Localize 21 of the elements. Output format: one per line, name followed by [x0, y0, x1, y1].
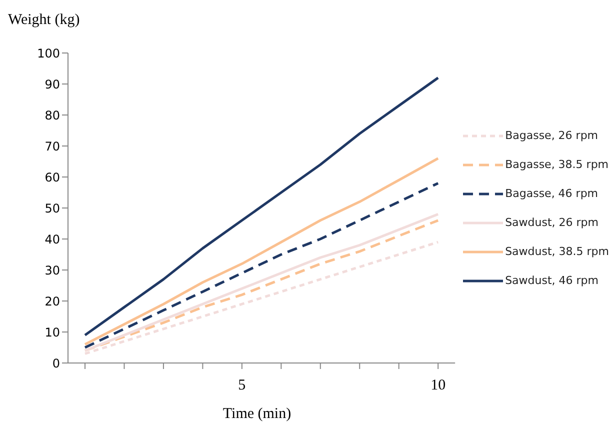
y-tick-label: 40: [44, 232, 60, 246]
y-tick-label: 0: [52, 356, 60, 370]
legend-label: Bagasse, 46 rpm: [505, 187, 598, 200]
legend-label: Sawdust, 38.5 rpm: [505, 245, 609, 258]
y-tick-label: 30: [44, 263, 60, 278]
y-tick-label: 50: [44, 201, 60, 216]
y-tick-label: 70: [44, 139, 60, 154]
legend-label: Sawdust, 26 rpm: [505, 216, 599, 229]
y-tick-label: 60: [44, 170, 60, 184]
y-axis-title: Weight (kg): [8, 12, 80, 29]
x-axis-title: Time (min): [222, 406, 292, 423]
y-tick-label: 100: [37, 46, 60, 60]
y-tick-label: 80: [44, 108, 60, 122]
y-tick-label: 90: [44, 77, 60, 92]
y-tick-label: 10: [44, 325, 60, 340]
y-tick-label: 20: [44, 294, 60, 308]
legend-label: Bagasse, 38.5 rpm: [505, 158, 609, 171]
legend-label: Bagasse, 26 rpm: [505, 129, 598, 142]
x-tick-label: 5: [238, 378, 246, 394]
legend-label: Sawdust, 46 rpm: [505, 274, 599, 287]
line-series: [84, 76, 440, 336]
